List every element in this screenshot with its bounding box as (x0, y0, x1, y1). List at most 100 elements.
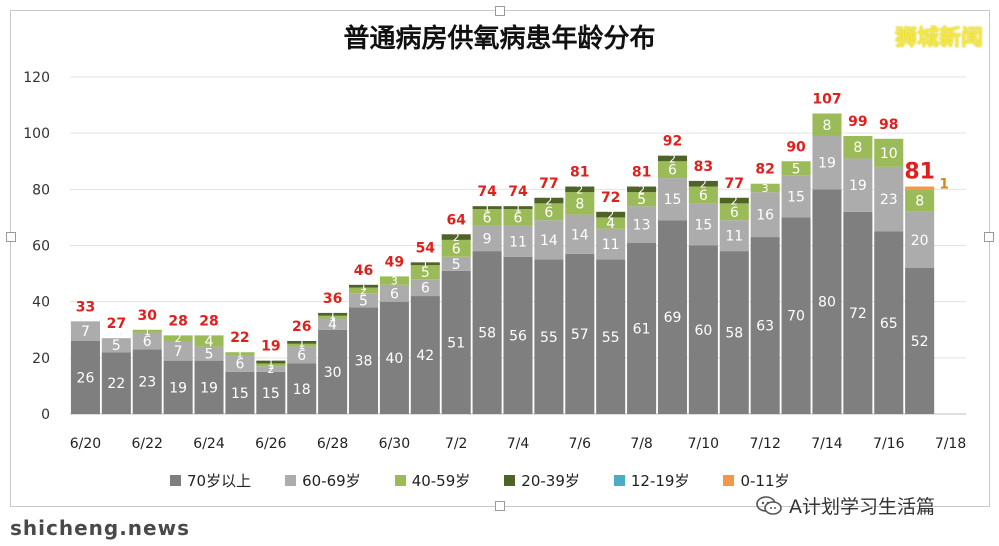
x-tick-label: 6/24 (193, 436, 225, 452)
bar-segment (348, 287, 379, 294)
bar-segment (441, 239, 471, 257)
data-label: 70 (787, 309, 805, 325)
bar-segment (534, 203, 564, 221)
bar-segment (163, 335, 193, 341)
data-label: 2 (638, 183, 645, 196)
total-label: 72 (601, 190, 620, 206)
x-tick-label: 7/2 (445, 436, 468, 452)
bar-segment (596, 259, 626, 414)
resize-handle-bottom[interactable] (495, 501, 505, 511)
data-label: 2 (607, 209, 614, 222)
data-label: 2 (669, 152, 676, 165)
bar-segment (441, 234, 471, 240)
data-label: 2 (576, 183, 583, 196)
data-label: 13 (633, 217, 651, 233)
data-label: 40 (385, 351, 403, 367)
data-label: 1 (267, 359, 274, 372)
data-label: 18 (293, 382, 311, 398)
data-label: 1 (422, 258, 429, 271)
total-label: 92 (663, 134, 682, 150)
total-label: 74 (508, 184, 528, 200)
data-label: 15 (787, 189, 805, 205)
resize-handle-left[interactable] (6, 232, 16, 242)
data-label: 1 (939, 177, 949, 193)
bar-segment (318, 312, 348, 316)
bar-segment (194, 335, 224, 347)
bar-segment (843, 211, 873, 414)
legend-swatch (285, 475, 297, 486)
bar-segment (194, 360, 224, 414)
y-tick-label: 60 (32, 239, 50, 255)
bar-segment (472, 225, 502, 252)
bar-segment (472, 251, 502, 414)
bar-segment (318, 318, 348, 330)
bar-segment (256, 371, 286, 414)
data-label: 6 (297, 348, 306, 364)
bar-segment (70, 321, 100, 341)
total-label: 26 (292, 319, 311, 335)
data-label: 6 (421, 281, 430, 297)
bar-segment (843, 135, 873, 159)
bar-segment (534, 220, 564, 260)
bar-segment (163, 340, 193, 361)
bar-segment (503, 208, 533, 226)
x-tick-label: 7/18 (935, 436, 966, 452)
chart-legend: 70岁以上 60-69岁 40-59岁 20-39岁 12-19岁 0-11岁 (170, 470, 790, 491)
total-label: 54 (416, 240, 436, 256)
legend-swatch (504, 475, 516, 486)
resize-handle-right[interactable] (984, 232, 994, 242)
bar-segment (565, 192, 595, 215)
bar-segment (503, 225, 533, 257)
legend-item-20-39: 20-39岁 (504, 470, 580, 491)
bar-segment (256, 360, 286, 364)
bar-segment (719, 197, 749, 204)
wechat-account: A计划学习生活篇 (755, 492, 935, 519)
legend-item-70plus: 70岁以上 (170, 470, 251, 491)
legend-label: 40-59岁 (411, 472, 471, 490)
bar-segment (256, 366, 286, 372)
bar-segment (565, 214, 595, 254)
data-label: 55 (540, 330, 558, 346)
data-label: 19 (169, 380, 187, 396)
bar-segment (379, 276, 409, 285)
legend-label: 20-39岁 (521, 472, 580, 490)
bar-segment (410, 279, 440, 297)
bar-segment (379, 301, 409, 414)
data-label: 7 (81, 324, 90, 340)
data-label: 14 (540, 233, 558, 249)
data-label: 7 (174, 344, 183, 360)
resize-handle-top[interactable] (495, 6, 505, 16)
bar-segment (225, 371, 255, 414)
data-label: 3 (391, 275, 398, 288)
data-label: 6 (390, 286, 399, 302)
total-label: 36 (323, 291, 342, 307)
data-label: 5 (452, 257, 461, 273)
data-label: 10 (880, 146, 898, 162)
bar-segment (657, 220, 688, 414)
footer-watermark: shicheng.news (10, 516, 190, 540)
bar-segment (688, 245, 718, 414)
data-label: 2 (700, 178, 707, 191)
bar-segment (472, 206, 502, 209)
data-label: 58 (478, 326, 496, 342)
data-label: 52 (911, 334, 929, 350)
total-label: 28 (199, 313, 218, 329)
y-tick-label: 0 (41, 407, 50, 423)
bar-segment (534, 197, 564, 204)
total-label: 82 (755, 162, 774, 178)
bar-segment (132, 329, 162, 333)
bar-segment (287, 340, 317, 344)
data-label: 2 (267, 363, 274, 376)
data-label: 55 (602, 330, 620, 346)
data-label: 38 (355, 354, 373, 370)
wechat-account-name: A计划学习生活篇 (789, 496, 935, 518)
total-label: 19 (261, 339, 280, 355)
bar-segment (905, 211, 935, 268)
bar-segment (719, 251, 749, 414)
bar-segment (812, 189, 842, 414)
bar-segment (905, 186, 935, 190)
legend-item-40-59: 40-59岁 (394, 470, 471, 491)
bar-segment (101, 338, 131, 353)
data-label: 6 (514, 210, 523, 226)
x-tick-label: 7/4 (507, 436, 530, 452)
